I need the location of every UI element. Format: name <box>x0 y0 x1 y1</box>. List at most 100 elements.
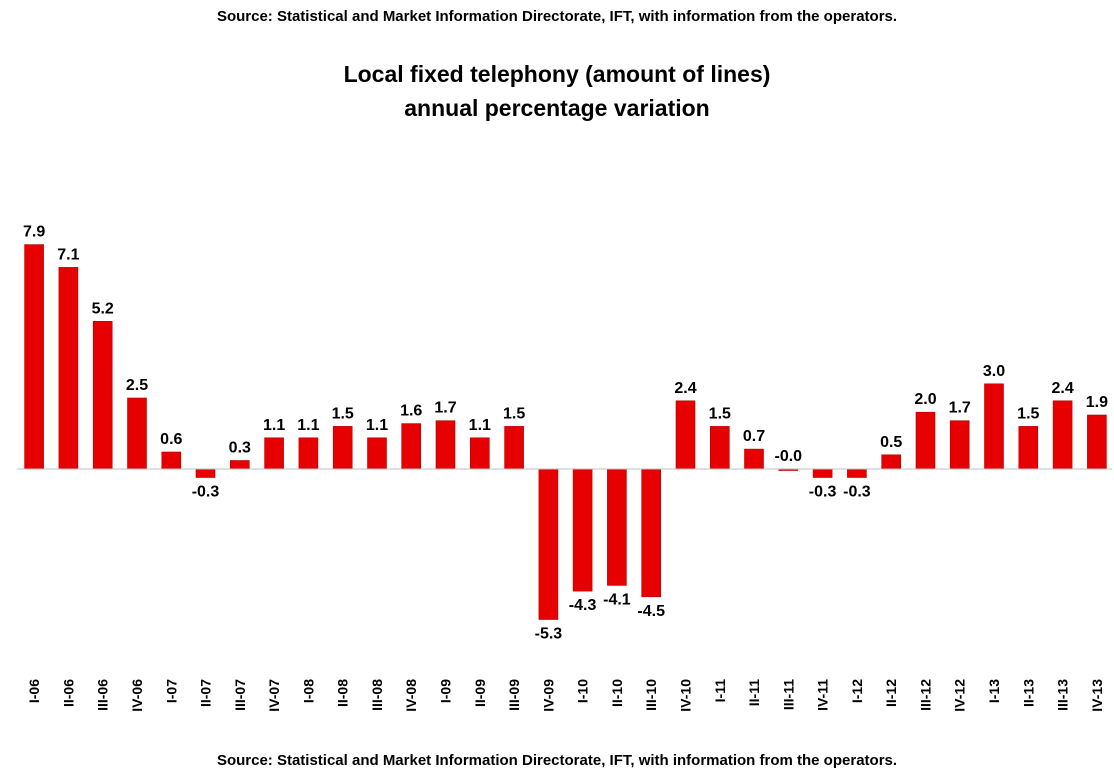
value-label-I-10: -4.3 <box>569 597 597 614</box>
bar-IV-06 <box>127 397 147 470</box>
value-label-II-08: 1.5 <box>332 405 354 422</box>
category-labels-group: I-06 II-06 III-06 IV-06 I-07 II-07 III-07 IV-07… <box>26 679 1105 712</box>
category-label-III-12: III-12 <box>918 679 934 711</box>
bar-IV-11 <box>812 468 833 478</box>
category-label-III-08: III-08 <box>369 679 385 711</box>
value-labels-group: 7.9 7.1 5.2 2.5 0.6 -0.3 0.3 1.1 1.1 1.5 1.1 1.6 1.7… <box>23 224 1108 643</box>
value-label-I-07: 0.6 <box>160 431 182 448</box>
category-label-IV-10: IV-10 <box>678 679 694 712</box>
bar-II-12 <box>881 454 902 470</box>
value-label-II-10: -4.1 <box>603 591 631 608</box>
bar-III-12 <box>915 411 936 470</box>
chart-subtitle: annual percentage variation <box>404 95 710 121</box>
value-label-II-11: 0.7 <box>743 428 765 445</box>
value-label-III-11: -0.0 <box>775 448 803 465</box>
value-label-IV-07: 1.1 <box>263 417 285 434</box>
bar-IV-08 <box>401 423 422 470</box>
bars-group <box>24 244 1107 620</box>
value-label-I-13: 3.0 <box>983 363 1005 380</box>
category-label-IV-12: IV-12 <box>952 679 968 712</box>
bar-II-06 <box>58 267 79 470</box>
bar-I-09 <box>435 420 456 470</box>
category-label-IV-09: IV-09 <box>540 679 556 712</box>
value-label-I-11: 1.5 <box>709 405 731 422</box>
category-label-IV-08: IV-08 <box>403 679 419 712</box>
value-label-IV-13: 1.9 <box>1086 394 1108 411</box>
category-label-I-06: I-06 <box>26 679 42 703</box>
value-label-II-07: -0.3 <box>192 484 220 501</box>
category-label-I-13: I-13 <box>986 679 1002 703</box>
category-label-IV-13: IV-13 <box>1089 679 1105 712</box>
value-label-II-09: 1.1 <box>469 417 491 434</box>
value-label-II-13: 1.5 <box>1017 405 1039 422</box>
chart-title: Local fixed telephony (amount of lines) <box>343 61 771 87</box>
category-label-III-06: III-06 <box>95 679 111 711</box>
bar-IV-12 <box>949 420 970 470</box>
value-label-IV-06: 2.5 <box>126 377 148 394</box>
value-label-III-13: 2.4 <box>1051 380 1073 397</box>
category-label-II-06: II-06 <box>60 679 76 707</box>
category-label-II-09: II-09 <box>472 679 488 707</box>
category-label-II-10: II-10 <box>609 679 625 707</box>
value-label-I-09: 1.7 <box>434 400 456 417</box>
value-label-I-08: 1.1 <box>297 417 319 434</box>
category-label-I-12: I-12 <box>849 679 865 703</box>
value-label-III-08: 1.1 <box>366 417 388 434</box>
value-label-III-09: 1.5 <box>503 405 525 422</box>
category-label-II-07: II-07 <box>198 679 214 707</box>
category-label-III-13: III-13 <box>1055 679 1071 711</box>
value-label-I-12: -0.3 <box>843 484 871 501</box>
value-label-III-06: 5.2 <box>92 300 114 317</box>
value-label-III-12: 2.0 <box>914 391 936 408</box>
bar-II-10 <box>607 468 627 586</box>
value-label-IV-12: 1.7 <box>949 400 971 417</box>
category-label-III-11: III-11 <box>780 679 796 710</box>
category-label-III-07: III-07 <box>232 679 248 711</box>
category-label-III-10: III-10 <box>643 679 659 711</box>
source-note-bottom: Source: Statistical and Market Informati… <box>216 752 898 769</box>
value-label-IV-09: -5.3 <box>535 626 563 643</box>
category-label-II-08: II-08 <box>335 679 351 707</box>
category-label-II-13: II-13 <box>1020 679 1036 707</box>
category-label-II-11: II-11 <box>746 679 762 706</box>
value-label-IV-08: 1.6 <box>400 403 422 420</box>
value-label-I-06: 7.9 <box>23 224 45 241</box>
bar-III-10 <box>641 468 662 598</box>
bar-II-13 <box>1018 426 1039 470</box>
bar-III-08 <box>367 437 387 470</box>
value-label-IV-10: 2.4 <box>674 380 696 397</box>
category-label-I-07: I-07 <box>163 679 179 703</box>
value-label-III-10: -4.5 <box>637 603 665 620</box>
bar-III-09 <box>504 426 524 470</box>
bar-I-13 <box>984 383 1004 470</box>
value-label-IV-11: -0.3 <box>809 484 837 501</box>
bar-II-11 <box>744 448 764 470</box>
bar-II-08 <box>332 426 353 470</box>
category-label-IV-11: IV-11 <box>815 679 831 711</box>
bar-I-07 <box>161 451 182 470</box>
value-label-II-06: 7.1 <box>57 246 79 263</box>
category-label-IV-06: IV-06 <box>129 679 145 712</box>
bar-III-13 <box>1052 400 1073 470</box>
bar-II-09 <box>469 437 490 470</box>
bar-II-07 <box>195 468 216 478</box>
bar-IV-09 <box>538 468 559 620</box>
bar-I-08 <box>298 437 319 470</box>
bar-I-10 <box>572 468 593 592</box>
source-note-top: Source: Statistical and Market Informati… <box>216 8 898 25</box>
value-label-II-12: 0.5 <box>880 434 902 451</box>
bar-IV-13 <box>1087 414 1107 470</box>
category-label-II-12: II-12 <box>883 679 899 707</box>
bar-IV-10 <box>675 400 696 470</box>
bar-III-06 <box>92 320 113 470</box>
bar-chart: 7.9 7.1 5.2 2.5 0.6 -0.3 0.3 1.1 1.1 1.5 1.1 1.6 1.7… <box>17 224 1112 712</box>
category-label-IV-07: IV-07 <box>266 679 282 712</box>
category-label-I-11: I-11 <box>712 679 728 703</box>
category-label-I-09: I-09 <box>438 679 454 703</box>
bar-I-11 <box>709 426 730 470</box>
bar-III-07 <box>230 460 250 470</box>
bar-I-12 <box>847 468 867 478</box>
value-label-III-07: 0.3 <box>229 440 251 457</box>
category-label-III-09: III-09 <box>506 679 522 711</box>
category-label-I-10: I-10 <box>575 679 591 703</box>
